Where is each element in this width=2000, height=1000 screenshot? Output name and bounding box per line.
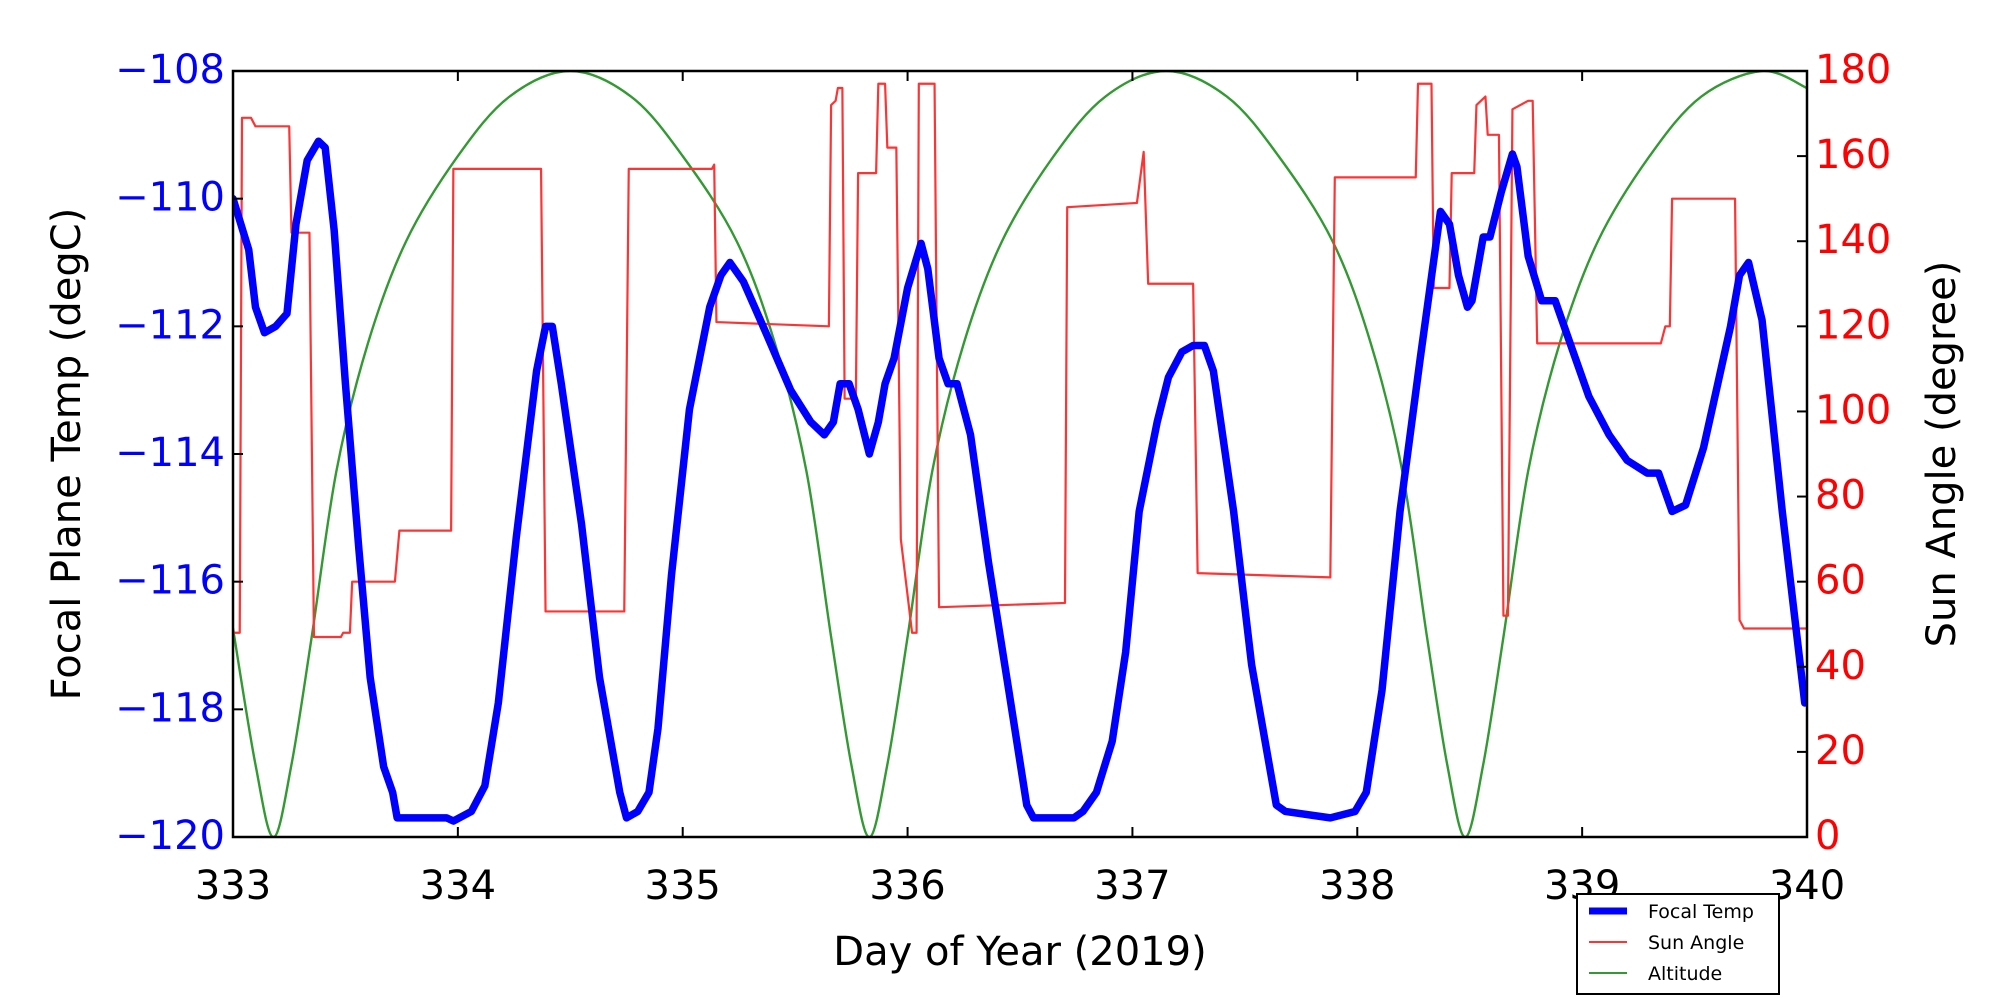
y-left-tick-label: −110	[115, 175, 225, 221]
y-axis-label-left: Focal Plane Temp (degC)	[44, 208, 90, 701]
plot-frame	[231, 69, 1809, 839]
x-tick-label: 335	[645, 863, 721, 909]
legend-label-sun-angle: Sun Angle	[1648, 932, 1744, 954]
x-tick-label: 333	[195, 863, 271, 909]
y-right-tick-label: 120	[1815, 302, 1891, 348]
x-tick-label: 340	[1769, 863, 1845, 909]
y-right-tick-label: 100	[1815, 387, 1891, 433]
legend-label-focal-temp: Focal Temp	[1648, 901, 1754, 923]
x-tick-label: 337	[1094, 863, 1170, 909]
legend: Focal Temp Sun Angle Altitude	[1576, 893, 1780, 995]
x-axis-label: Day of Year (2019)	[833, 929, 1206, 975]
y-left-tick-label: −114	[115, 430, 225, 476]
y-right-tick-label: 180	[1815, 47, 1891, 93]
y-right-tick-label: 0	[1815, 813, 1840, 859]
y-left-tick-label: −112	[115, 302, 225, 348]
y-left-tick-label: −108	[115, 47, 225, 93]
series-line-sun-angle	[233, 82, 1807, 639]
series-line-focal-temp	[233, 137, 1807, 825]
series-line-altitude	[233, 71, 1807, 837]
ticks-layer: 333 334 335 336 337 338 339 340−120−118−116−114…	[115, 47, 1891, 909]
y-right-tick-label: 60	[1815, 558, 1866, 604]
series-layer	[233, 71, 1807, 837]
y-right-tick-label: 140	[1815, 217, 1891, 263]
x-tick-label: 334	[420, 863, 496, 909]
y-right-tick-label: 40	[1815, 643, 1866, 689]
y-left-tick-label: −116	[115, 558, 225, 604]
x-tick-label: 338	[1319, 863, 1395, 909]
legend-label-altitude: Altitude	[1648, 963, 1722, 985]
y-right-tick-label: 80	[1815, 473, 1866, 519]
y-left-tick-label: −120	[115, 813, 225, 859]
y-right-tick-label: 160	[1815, 132, 1891, 178]
y-axis-label-right: Sun Angle (degree)	[1919, 261, 1965, 648]
y-right-tick-label: 20	[1815, 728, 1866, 774]
x-tick-label: 336	[869, 863, 945, 909]
y-left-tick-label: −118	[115, 685, 225, 731]
